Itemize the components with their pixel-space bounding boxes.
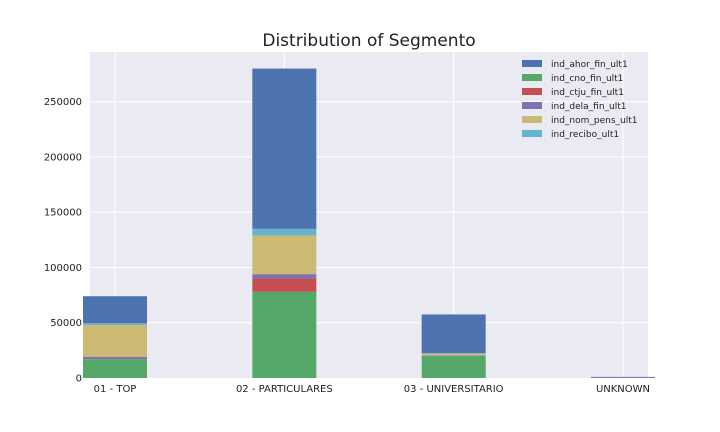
legend-swatch-ind_nom_pens_ult1: [522, 116, 542, 123]
x-tick-label-1: 02 - PARTICULARES: [236, 384, 333, 395]
x-axis-ticks: 01 - TOP 02 - PARTICULARES 03 - UNIVERSITA…: [94, 384, 650, 395]
bar-ind_dela_fin_ult1-3: [591, 376, 655, 378]
bar-ind_recibo_ult1-2: [421, 353, 486, 354]
x-tick-label-0: 01 - TOP: [94, 384, 137, 395]
legend-label-ind_ctju_fin_ult1: ind_ctju_fin_ult1: [551, 88, 624, 98]
y-tick-label-4: 200000: [44, 152, 82, 163]
y-tick-label-3: 150000: [44, 208, 82, 219]
x-tick-label-3: UNKNOWN: [596, 384, 650, 395]
legend-swatch-ind_ctju_fin_ult1: [522, 88, 542, 95]
bar-ind_ahor_fin_ult1-1: [252, 68, 317, 229]
plot-area: [90, 52, 648, 378]
y-tick-label-2: 100000: [44, 263, 82, 274]
bar-ind_dela_fin_ult1-2: [421, 355, 486, 356]
bar-ind_ctju_fin_ult1-1: [252, 278, 317, 292]
bar-ind_dela_fin_ult1-1: [252, 274, 317, 279]
legend-label-ind_dela_fin_ult1: ind_dela_fin_ult1: [551, 102, 627, 112]
chart-title: Distribution of Segmento: [262, 31, 475, 51]
bar-ind_cno_fin_ult1-0: [83, 359, 147, 378]
legend-label-ind_ahor_fin_ult1: ind_ahor_fin_ult1: [551, 60, 628, 70]
bar-ind_recibo_ult1-0: [83, 323, 147, 325]
legend-label-ind_recibo_ult1: ind_recibo_ult1: [551, 130, 619, 140]
legend-swatch-ind_cno_fin_ult1: [522, 74, 542, 81]
grid-lines: [90, 52, 648, 378]
bar-ind_nom_pens_ult1-2: [421, 353, 486, 356]
x-tick-label-2: 03 - UNIVERSITARIO: [404, 384, 504, 395]
y-axis-ticks: 0 50000 100000 150000 200000 250000: [44, 97, 82, 384]
bar-ind_nom_pens_ult1-1: [252, 235, 317, 275]
bar-ind_dela_fin_ult1-0: [83, 357, 147, 360]
legend-label-ind_nom_pens_ult1: ind_nom_pens_ult1: [551, 116, 638, 126]
bar-ind_cno_fin_ult1-2: [421, 355, 486, 378]
bar-ind_nom_pens_ult1-0: [83, 324, 147, 358]
legend: ind_ahor_fin_ult1 ind_cno_fin_ult1 ind_ctj…: [522, 60, 638, 140]
legend-label-ind_cno_fin_ult1: ind_cno_fin_ult1: [551, 74, 623, 84]
bar-ind_ahor_fin_ult1-0: [83, 296, 147, 324]
y-tick-label-5: 250000: [44, 97, 82, 108]
bar-ind_recibo_ult1-1: [252, 228, 317, 236]
bar-ind_ahor_fin_ult1-2: [421, 314, 486, 354]
bar-ind_cno_fin_ult1-1: [252, 291, 317, 378]
y-tick-label-0: 0: [76, 374, 82, 385]
legend-swatch-ind_dela_fin_ult1: [522, 102, 542, 109]
bars-group: [83, 68, 655, 378]
legend-swatch-ind_recibo_ult1: [522, 130, 542, 137]
legend-swatch-ind_ahor_fin_ult1: [522, 60, 542, 67]
y-tick-label-1: 50000: [50, 318, 82, 329]
